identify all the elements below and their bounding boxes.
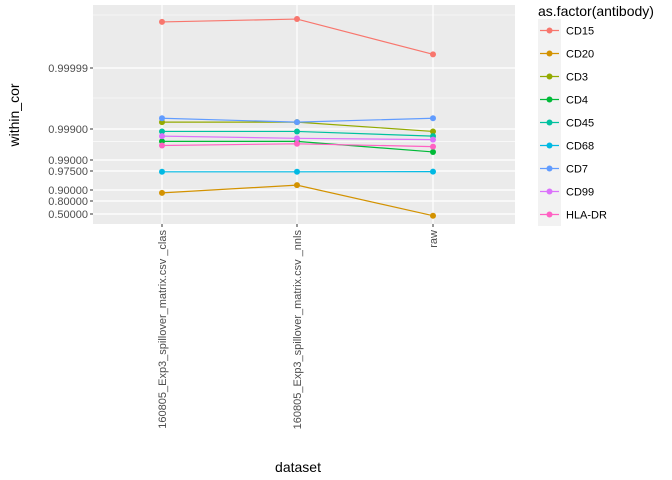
data-point-cd20 (159, 190, 165, 196)
legend-label: HLA-DR (566, 210, 607, 222)
legend-item-cd4: CD4 (538, 88, 588, 111)
legend-items: CD15 CD20 CD3 CD4 CD45 CD68 CD7 CD99 HLA-DR (538, 19, 607, 226)
y-tick-label: 0.97500 (48, 166, 88, 178)
x-axis-title: dataset (275, 459, 321, 475)
data-point-cd7 (430, 115, 436, 121)
data-point-hla-dr (430, 144, 436, 150)
data-point-cd68 (294, 169, 300, 175)
data-point-cd68 (430, 169, 436, 175)
y-tick-label: 0.80000 (48, 196, 88, 208)
data-point-hla-dr (294, 141, 300, 147)
legend-key-point (547, 166, 553, 172)
legend-key-point (547, 212, 553, 218)
data-point-cd15 (430, 51, 436, 57)
legend-title: as.factor(antibody) (538, 3, 654, 19)
legend-item-cd15: CD15 (538, 19, 594, 42)
data-point-cd7 (294, 119, 300, 125)
legend-item-cd68: CD68 (538, 134, 594, 157)
legend-item-hla-dr: HLA-DR (538, 203, 607, 226)
y-tick-label: 0.50000 (48, 209, 88, 221)
legend-key-point (547, 97, 553, 103)
data-point-cd20 (294, 182, 300, 188)
legend-label: CD20 (566, 49, 594, 61)
data-point-cd99 (430, 137, 436, 143)
legend-item-cd3: CD3 (538, 65, 588, 88)
data-point-cd15 (159, 19, 165, 25)
legend: as.factor(antibody) CD15CD20CD3CD4CD45CD… (538, 3, 654, 226)
data-point-cd4 (430, 149, 436, 155)
legend-item-cd45: CD45 (538, 111, 594, 134)
legend-label: CD45 (566, 118, 594, 130)
data-point-cd99 (294, 135, 300, 141)
x-tick-label: 160805_Exp3_spillover_matrix.csv _nnls (292, 230, 304, 430)
data-point-hla-dr (159, 142, 165, 148)
data-point-cd68 (159, 169, 165, 175)
x-tick-label: raw (428, 230, 440, 248)
legend-label: CD7 (566, 164, 588, 176)
y-tick-label: 0.99999 (48, 63, 88, 75)
y-axis-title: within_cor (6, 83, 22, 147)
legend-item-cd99: CD99 (538, 180, 594, 203)
data-point-cd45 (294, 128, 300, 134)
legend-key-point (547, 143, 553, 149)
data-point-cd7 (159, 115, 165, 121)
legend-key-point (547, 51, 553, 57)
legend-key-point (547, 28, 553, 34)
legend-label: CD15 (566, 26, 594, 38)
x-tick-label: 160805_Exp3_spillover_matrix.csv _clas (157, 230, 169, 429)
y-axis-ticks: 0.999990.999000.990000.975000.900000.800… (48, 63, 93, 221)
plot-panel (93, 5, 515, 224)
legend-key-point (547, 120, 553, 126)
data-point-cd15 (294, 16, 300, 22)
data-point-cd99 (159, 133, 165, 139)
legend-label: CD68 (566, 141, 594, 153)
legend-item-cd20: CD20 (538, 42, 594, 65)
legend-label: CD3 (566, 72, 588, 84)
y-tick-label: 0.99900 (48, 124, 88, 136)
legend-label: CD99 (566, 187, 594, 199)
data-point-cd20 (430, 213, 436, 219)
legend-key-point (547, 189, 553, 195)
legend-item-cd7: CD7 (538, 157, 588, 180)
legend-label: CD4 (566, 95, 588, 107)
legend-key-point (547, 74, 553, 80)
x-axis-ticks: 160805_Exp3_spillover_matrix.csv _clas 16… (157, 224, 440, 429)
